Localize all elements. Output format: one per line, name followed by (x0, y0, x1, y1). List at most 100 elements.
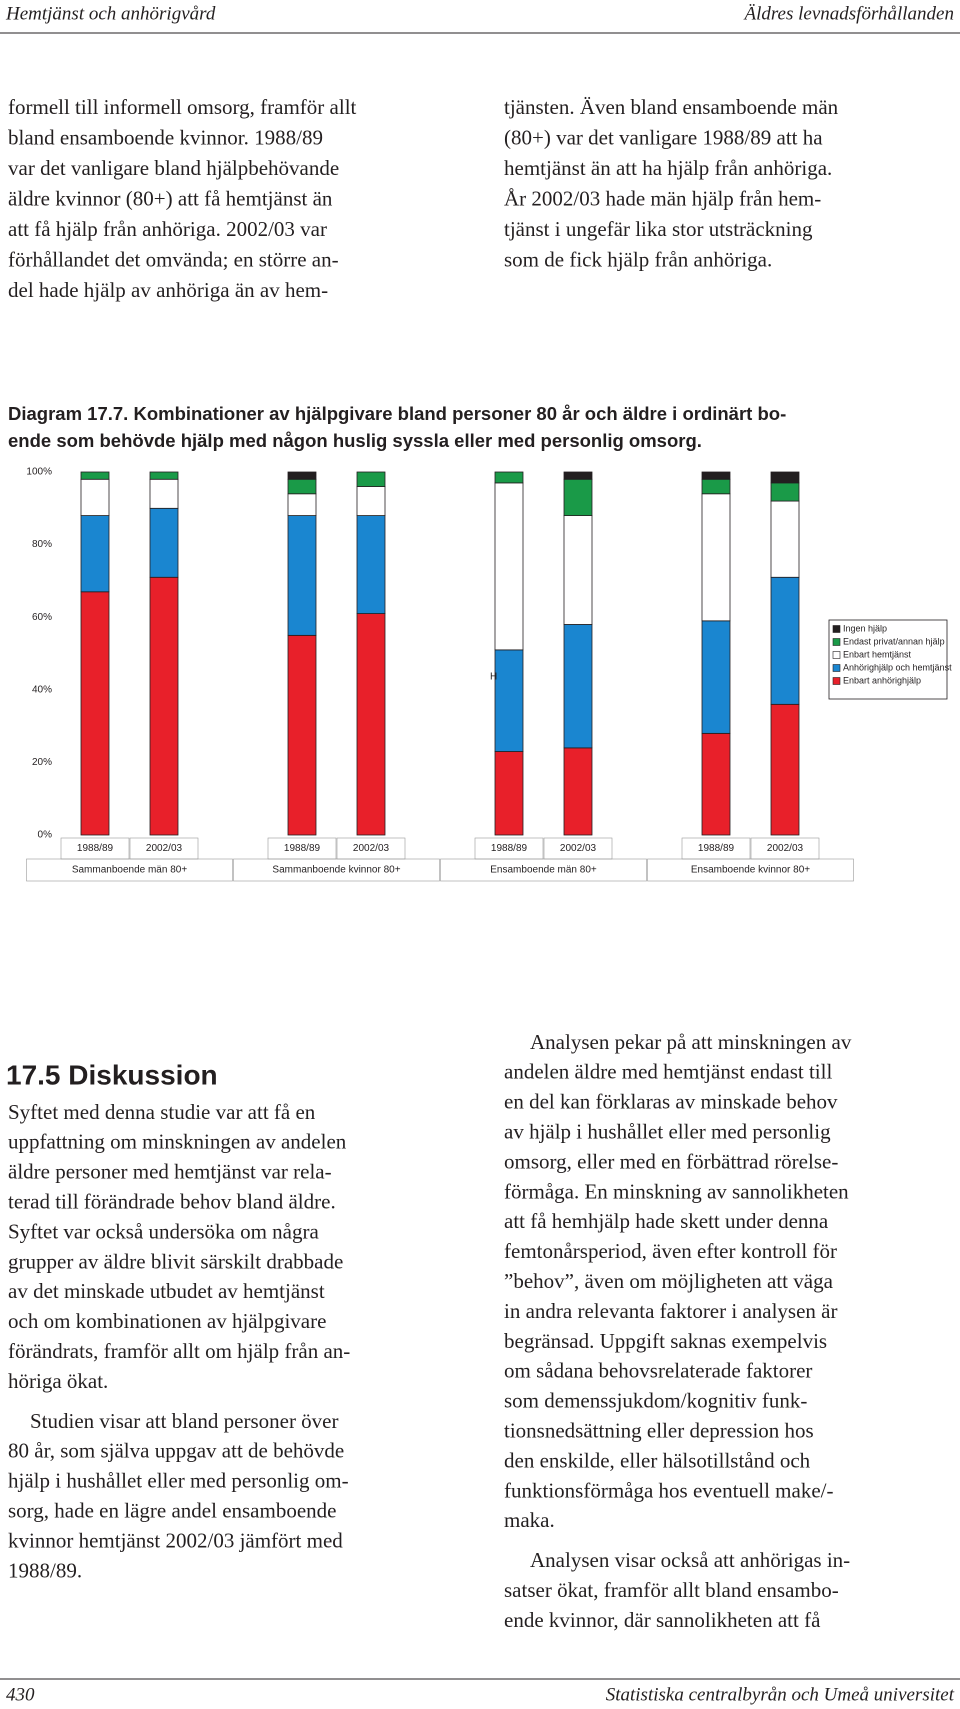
text-line: Syftet var också undersöka om några (8, 1219, 319, 1243)
annotation: H (490, 672, 497, 683)
text-line: förändrats, framför allt om hjälp från a… (8, 1339, 350, 1363)
footer-publisher: Statistiska centralbyrån och Umeå univer… (606, 1684, 955, 1705)
text-line: hjälp i hushållet eller med personlig om… (8, 1469, 349, 1493)
text-line: äldre kvinnor (80+) att få hemtjänst än (8, 186, 333, 210)
x-tick-label: 1988/89 (77, 843, 114, 854)
bar-segment (80, 515, 110, 593)
text-line: Studien visar att bland personer över (30, 1409, 339, 1433)
text-line: omsorg, eller med en förbättrad rörelse- (504, 1149, 838, 1173)
text-line: terad till förändrade behov bland äldre. (8, 1190, 336, 1214)
bar-segment (494, 482, 524, 651)
bar-segment (356, 471, 386, 487)
text-line: äldre personer med hemtjänst var rela- (8, 1160, 332, 1184)
y-tick-label: 20% (32, 757, 52, 768)
text-line: begränsad. Uppgift saknas exempelvis (504, 1329, 827, 1353)
legend-box (828, 619, 948, 700)
bar-segment (770, 576, 800, 705)
y-tick-label: 0% (38, 830, 53, 841)
bar-segment (287, 471, 317, 480)
bar-segment (287, 493, 317, 516)
group-cell (647, 858, 854, 882)
bar-segment (701, 478, 731, 495)
x-tick-label: 1988/89 (698, 843, 735, 854)
bar-segment (287, 515, 317, 636)
text-line: var det vanligare bland hjälpbehövande (8, 156, 339, 180)
bar-segment (356, 486, 386, 516)
group-label: Ensamboende män 80+ (490, 865, 597, 876)
text-line: av hjälp i hushållet eller med personlig (504, 1120, 831, 1144)
group-label: Sammanboende män 80+ (72, 865, 188, 876)
legend-swatch (832, 638, 841, 646)
text-line: sorg, hade en lägre andel ensamboende (8, 1499, 336, 1523)
bar-segment (149, 471, 179, 480)
text-line: in andra relevanta faktorer i analysen ä… (504, 1299, 838, 1323)
text-line: andelen äldre med hemtjänst endast till (504, 1060, 832, 1084)
bar-segment (770, 482, 800, 502)
legend-swatch (832, 625, 841, 633)
text-line: femtonårsperiod, även efter kontroll för (504, 1239, 837, 1263)
bar-segment (80, 591, 110, 836)
x-tick-label: 1988/89 (284, 843, 321, 854)
text-line: funktionsförmåga hos eventuell make/- (504, 1478, 834, 1502)
text-line: maka. (504, 1508, 555, 1532)
y-tick-label: 100% (26, 467, 52, 478)
section-heading: 17.5 Diskussion (6, 1059, 218, 1090)
text-line: uppfattning om minskningen av andelen (8, 1130, 347, 1154)
bar-segment (563, 471, 593, 480)
text-line: förmåga. En minskning av sannolikheten (504, 1179, 849, 1203)
text-line: 80 år, som själva uppgav att de behövde (8, 1439, 344, 1463)
text-line: hemtjänst än att ha hjälp från anhöriga. (504, 156, 832, 180)
y-tick-label: 80% (32, 539, 52, 550)
text-line: om sådana behovsrelaterade faktorer (504, 1359, 812, 1383)
text-line: Analysen pekar på att minskningen av (530, 1030, 852, 1054)
bar-segment (770, 471, 800, 484)
legend-swatch (832, 677, 841, 685)
text-line: att få hjälp från anhöriga. 2002/03 var (8, 217, 327, 241)
legend-label: Enbart hemtjänst (843, 649, 912, 659)
bar-segment (701, 493, 731, 622)
header-left: Hemtjänst och anhörigvård (5, 3, 216, 24)
text-line: tionsnedsättning eller depression hos (504, 1419, 814, 1443)
bar-segment (149, 576, 179, 836)
text-line: av det minskade utbudet av hemtjänst (8, 1279, 325, 1303)
bar-segment (563, 747, 593, 836)
text-line: kvinnor hemtjänst 2002/03 jämfört med (8, 1528, 343, 1552)
bar-segment (356, 515, 386, 614)
legend-label: Endast privat/annan hjälp (843, 636, 945, 646)
text-line: grupper av äldre blivit särskilt drabbad… (8, 1249, 343, 1273)
text-line: bland ensamboende kvinnor. 1988/89 (8, 125, 323, 149)
chart-title: ende som behövde hjälp med någon huslig … (8, 430, 702, 451)
bar-segment (80, 478, 110, 516)
text-line: som demenssjukdom/kognitiv funk- (504, 1389, 807, 1413)
text-line: satser ökat, framför allt bland ensambo- (504, 1578, 839, 1602)
text-line: och om kombinationen av hjälpgivare (8, 1309, 326, 1333)
bar-segment (287, 634, 317, 836)
text-line: höriga ökat. (8, 1369, 108, 1393)
group-cell (26, 858, 233, 882)
text-line: (80+) var det vanligare 1988/89 att ha (504, 125, 823, 149)
group-label: Sammanboende kvinnor 80+ (272, 865, 400, 876)
x-tick-label: 2002/03 (560, 843, 597, 854)
text-line: att få hemhjälp hade skett under denna (504, 1209, 829, 1233)
bar-segment (701, 620, 731, 734)
text-line: förhållandet det omvända; en större an- (8, 247, 339, 271)
bar-segment (494, 471, 524, 484)
text-line: en del kan förklaras av minskade behov (504, 1090, 838, 1114)
bar-segment (701, 471, 731, 480)
bar-segment (563, 478, 593, 516)
text-line: Analysen visar också att anhörigas in- (530, 1548, 850, 1572)
bar-segment (494, 649, 524, 752)
text-line: som de fick hjälp från anhöriga. (504, 247, 772, 271)
bar-segment (494, 751, 524, 836)
text-line: ”behov”, även om möjligheten att väga (504, 1269, 834, 1293)
bar-segment (149, 507, 179, 578)
text-line: Syftet med denna studie var att få en (8, 1100, 316, 1124)
bar-segment (770, 500, 800, 578)
text-line: del hade hjälp av anhöriga än av hem- (8, 278, 328, 302)
group-cell (440, 858, 647, 882)
text-line: formell till informell omsorg, framför a… (8, 95, 357, 119)
legend-label: Ingen hjälp (843, 623, 887, 633)
legend-label: Anhörighjälp och hemtjänst (843, 662, 952, 672)
bar-segment (287, 478, 317, 495)
